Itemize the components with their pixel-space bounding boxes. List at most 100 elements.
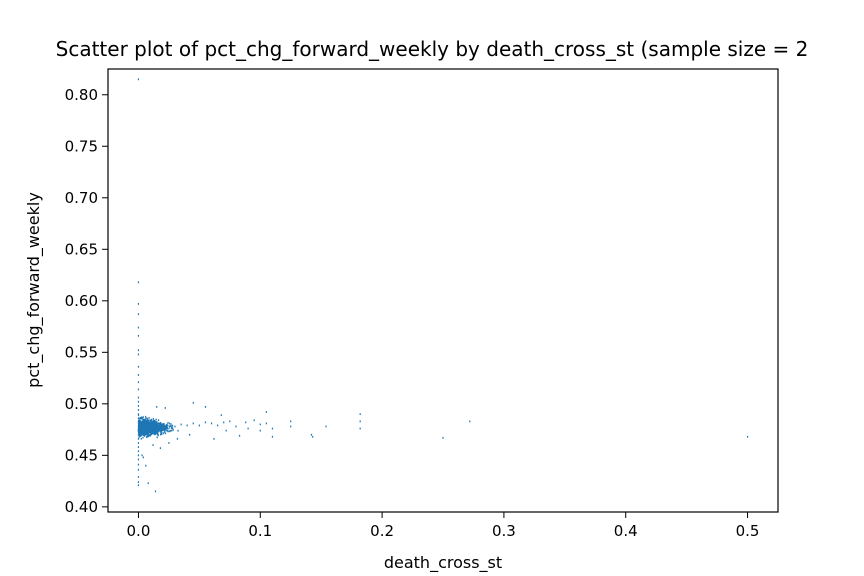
scatter-point <box>147 423 150 426</box>
scatter-point <box>146 435 148 438</box>
scatter-point <box>159 433 162 436</box>
scatter-point <box>139 423 141 426</box>
scatter-point <box>156 431 158 434</box>
scatter-point <box>152 423 155 426</box>
scatter-point <box>198 424 200 427</box>
scatter-point <box>229 420 231 423</box>
scatter-point <box>142 424 144 427</box>
scatter-point <box>140 429 142 431</box>
scatter-point <box>141 431 143 434</box>
scatter-point <box>143 429 145 432</box>
scatter-point <box>167 421 169 424</box>
scatter-point <box>148 428 150 431</box>
scatter-point <box>149 421 151 424</box>
scatter-point <box>137 437 140 440</box>
scatter-point <box>137 426 140 429</box>
scatter-point <box>137 313 140 316</box>
scatter-point <box>149 429 152 432</box>
scatter-point <box>145 431 147 433</box>
scatter-point <box>157 427 159 430</box>
scatter-point <box>156 420 158 423</box>
scatter-point <box>142 419 144 421</box>
scatter-point <box>140 430 142 433</box>
scatter-point <box>137 381 140 384</box>
scatter-point <box>138 436 140 439</box>
scatter-point <box>150 431 152 434</box>
scatter-point <box>151 427 154 430</box>
scatter-point <box>161 423 163 426</box>
scatter-point <box>139 434 141 436</box>
scatter-point <box>137 353 140 356</box>
scatter-point <box>154 490 157 493</box>
scatter-point <box>146 427 148 430</box>
scatter-point <box>163 431 165 434</box>
x-tick-label: 0.4 <box>614 522 638 540</box>
scatter-point <box>148 422 150 425</box>
scatter-point <box>137 476 140 478</box>
scatter-point <box>137 388 140 391</box>
scatter-point <box>145 415 147 418</box>
scatter-point <box>271 427 274 430</box>
scatter-point <box>142 456 144 459</box>
scatter-point <box>171 427 173 429</box>
x-tick-label: 0.3 <box>492 522 516 540</box>
scatter-point <box>156 423 158 425</box>
scatter-point <box>189 433 191 436</box>
scatter-point <box>159 422 161 425</box>
scatter-point <box>154 430 156 432</box>
scatter-point <box>160 430 163 433</box>
scatter-point <box>139 417 142 419</box>
scatter-point <box>144 434 146 436</box>
scatter-point <box>159 428 161 431</box>
scatter-point <box>162 424 165 427</box>
scatter-point <box>141 430 143 433</box>
scatter-point <box>168 422 171 425</box>
y-tick-label: 0.40 <box>65 498 98 516</box>
scatter-point <box>204 421 207 424</box>
scatter-point <box>170 427 172 429</box>
scatter-point <box>245 421 247 424</box>
y-axis-title: pct_chg_forward_weekly <box>24 192 44 388</box>
scatter-point <box>137 417 140 420</box>
scatter-point <box>153 420 155 423</box>
scatter-point <box>139 417 141 420</box>
scatter-point <box>142 427 144 430</box>
scatter-point <box>145 464 147 467</box>
scatter-point <box>160 433 163 436</box>
scatter-point <box>145 419 147 421</box>
scatter-point <box>253 419 255 422</box>
scatter-point <box>144 432 146 434</box>
scatter-point <box>139 426 141 429</box>
y-axis: 0.40 0.45 0.50 0.55 0.60 0.65 0.70 0.75 0.80 <box>65 86 108 516</box>
chart-title: Scatter plot of pct_chg_forward_weekly b… <box>56 37 809 61</box>
scatter-point <box>147 482 149 485</box>
scatter-point <box>146 426 148 429</box>
scatter-point <box>167 424 169 427</box>
scatter-point <box>144 429 146 431</box>
scatter-point <box>163 422 165 425</box>
scatter-point <box>186 424 188 427</box>
scatter-point <box>148 416 150 419</box>
scatter-point <box>137 404 140 407</box>
scatter-point <box>163 424 166 427</box>
scatter-point <box>144 423 147 425</box>
scatter-point <box>168 442 170 444</box>
scatter-point <box>137 458 140 461</box>
scatter-point <box>174 425 176 428</box>
scatter-point <box>156 426 158 429</box>
scatter-point <box>442 436 444 439</box>
scatter-point <box>147 420 150 423</box>
scatter-point <box>139 429 141 432</box>
scatter-point <box>192 422 194 425</box>
scatter-point <box>156 422 158 425</box>
scatter-point <box>140 425 142 428</box>
scatter-point <box>160 429 162 431</box>
scatter-point <box>153 429 155 432</box>
scatter-point <box>151 432 154 435</box>
scatter-point <box>247 427 249 430</box>
scatter-point <box>167 430 169 433</box>
scatter-point <box>152 429 154 432</box>
scatter-point <box>165 426 167 428</box>
scatter-point <box>137 422 140 425</box>
scatter-point <box>137 425 140 428</box>
